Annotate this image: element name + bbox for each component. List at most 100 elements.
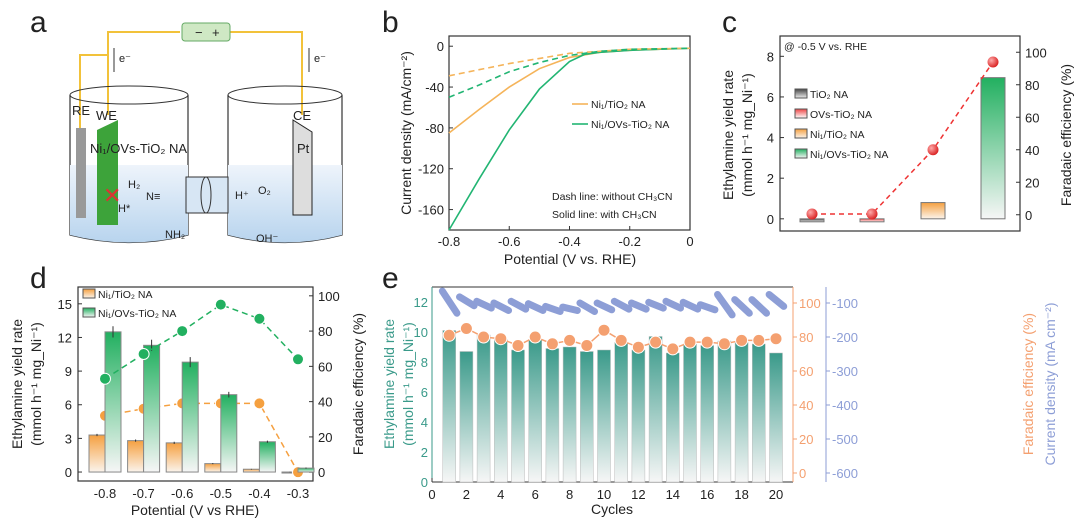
current-trace-e — [628, 299, 650, 313]
y-axis-title-b: Current density (mA/cm⁻²) — [398, 51, 414, 215]
current-trace-e — [438, 287, 461, 317]
cross-icon: ✕ — [103, 183, 121, 208]
legend-label-b: Ni₁/TiO₂ NA — [591, 99, 645, 111]
fe-point-e — [459, 322, 473, 335]
y-tick-label-b: -40 — [425, 80, 444, 95]
bar-e — [442, 330, 456, 483]
current-trace-e — [473, 297, 495, 312]
y3-axis-title-e: Current density (mA cm⁻²) — [1042, 303, 1058, 466]
note-b: Solid line: with CH₃CN — [552, 209, 657, 221]
fe-point-e — [700, 335, 714, 349]
fe-point-d — [292, 353, 304, 366]
x-tick-label-e: 18 — [734, 487, 748, 502]
fe-point-d — [214, 298, 227, 311]
wire-ref — [79, 54, 108, 130]
legend-label-c: OVs-TiO₂ NA — [810, 109, 872, 121]
y2-axis-title-c: Faradaic efficiency (%) — [1058, 64, 1074, 206]
current-trace-e — [490, 299, 513, 314]
y2-tick-label-c: 60 — [1025, 110, 1039, 125]
bar-e — [734, 342, 749, 483]
x-tick-label-e: 2 — [463, 487, 470, 502]
fe-point-e — [614, 333, 628, 347]
bar-e — [597, 349, 611, 483]
y-tick-label-d: 9 — [65, 364, 72, 379]
we-label: WE — [96, 108, 117, 123]
current-trace-e — [645, 298, 667, 312]
pt-label: Pt — [297, 141, 310, 156]
y2-tick-label-c: 80 — [1025, 78, 1039, 93]
x-tick-label-e: 4 — [497, 487, 504, 502]
bar-e — [648, 336, 663, 483]
battery-icon — [181, 22, 231, 42]
fe-point-c — [987, 56, 999, 68]
y2-tick-label-c: 40 — [1025, 143, 1039, 158]
fe-point-e — [511, 339, 525, 352]
x-tick-label-d: -0.8 — [94, 486, 116, 501]
fe-point-c — [927, 144, 939, 156]
counter-electrode — [292, 119, 313, 216]
series-line-b-2 — [448, 47, 691, 77]
bar-e — [683, 343, 697, 483]
fe-point-c — [806, 208, 818, 220]
x-axis-title-e: Cycles — [591, 501, 633, 517]
o2-label: O₂ — [258, 185, 271, 197]
y3-tick-label-e: -200 — [832, 330, 858, 345]
series-line-b-1 — [448, 47, 691, 231]
fe-point-e — [666, 342, 680, 356]
y2-tick-label-c: 0 — [1025, 208, 1032, 223]
y2-tick-label-d: 40 — [318, 395, 332, 410]
bar-e — [545, 348, 560, 483]
x-axis-title-b: Potential (V vs. RHE) — [504, 251, 636, 267]
battery-plus: + — [212, 25, 220, 40]
membrane — [200, 176, 212, 214]
legend-label-c: Ni₁/TiO₂ NA — [810, 129, 864, 141]
electron-label-right: e⁻ — [314, 53, 326, 65]
y3-tick-label-e: -300 — [832, 364, 858, 379]
fe-line-c — [812, 61, 994, 215]
x-tick-label-d: -0.3 — [287, 486, 309, 501]
x-tick-label-d: -0.6 — [171, 486, 193, 501]
bar-e — [717, 340, 732, 483]
current-trace-e — [714, 291, 736, 319]
re-label: RE — [72, 103, 90, 118]
bar-e — [666, 352, 680, 483]
legend-swatch-c — [794, 148, 808, 159]
y-axis-subtitle-e: (mmol h⁻¹ mg_Ni⁻¹) — [400, 322, 416, 446]
fe-line-d-0 — [104, 402, 299, 473]
nitrile-label: N≡ — [146, 191, 160, 203]
y2-tick-label-e: 60 — [799, 364, 813, 379]
y2-tick-label-e: 0 — [799, 466, 806, 481]
fe-line-d-1 — [104, 303, 299, 380]
bar-c-2 — [920, 202, 946, 220]
bar-d-1 — [220, 394, 238, 473]
legend-label-c: Ni₁/OVs-TiO₂ NA — [810, 149, 888, 161]
y-tick-label-b: 0 — [437, 39, 444, 54]
proton-label: H⁺ — [235, 190, 249, 202]
y-tick-label-c: 0 — [767, 212, 774, 227]
bar-e — [528, 339, 542, 483]
y-axis-title-d: Ethylamine yield rate — [9, 319, 25, 449]
bar-d-1 — [143, 344, 161, 473]
fe-point-e — [769, 332, 783, 346]
panel-label-c: c — [722, 6, 737, 39]
y-axis-title-e: Ethylamine yield rate — [381, 319, 397, 449]
y2-tick-label-e: 100 — [799, 296, 821, 311]
y-tick-label-d: 15 — [58, 297, 72, 312]
y-tick-label-e: 0 — [421, 475, 428, 490]
x-tick-label-b: -0.6 — [498, 234, 520, 249]
bar-d-0 — [165, 442, 183, 473]
x-tick-label-e: 10 — [597, 487, 611, 502]
y-tick-label-e: 8 — [421, 355, 428, 370]
current-trace-e — [696, 301, 719, 314]
annotation-c: @ -0.5 V vs. RHE — [784, 41, 867, 53]
y2-axis-title-e: Faradaic efficiency (%) — [1020, 313, 1036, 455]
current-trace-e — [765, 291, 788, 310]
y-tick-label-e: 4 — [421, 415, 428, 430]
x-tick-label-d: -0.4 — [248, 486, 270, 501]
bar-e — [459, 351, 474, 483]
y2-tick-label-c: 100 — [1025, 45, 1047, 60]
hydroxide-label: OH⁻ — [256, 233, 279, 245]
legend-swatch-d — [82, 288, 96, 299]
current-trace-e — [731, 296, 753, 317]
y-tick-label-d: 12 — [58, 330, 72, 345]
